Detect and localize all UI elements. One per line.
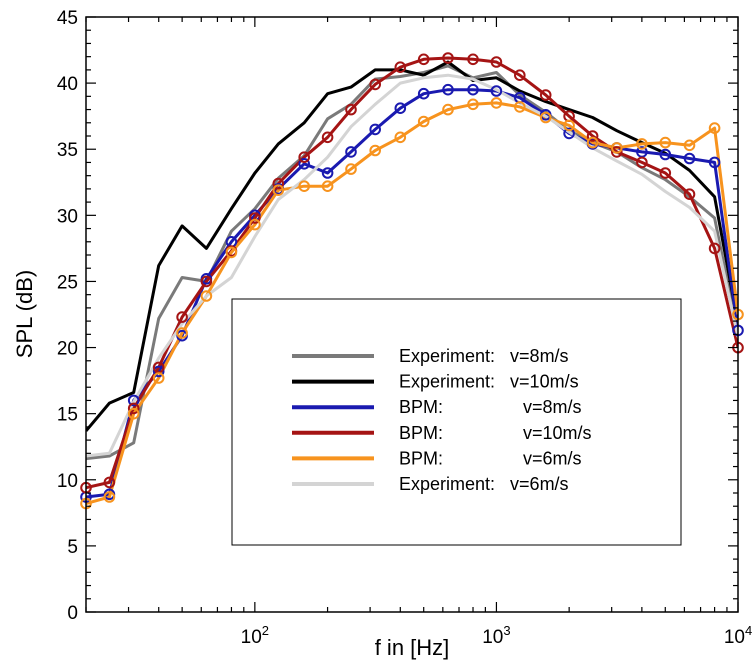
series-point-3 xyxy=(417,53,430,66)
legend-label: BPM: v=10m/s xyxy=(399,423,592,443)
series-point-4 xyxy=(369,144,382,157)
legend-label: Experiment: v=6m/s xyxy=(399,474,569,494)
y-tick-label: 25 xyxy=(57,272,78,293)
series-point-3 xyxy=(321,131,334,144)
x-tick-label: 102 xyxy=(241,623,269,648)
series-point-3 xyxy=(127,402,140,415)
series-line-4 xyxy=(86,101,738,506)
y-axis-label: SPL (dB) xyxy=(12,270,37,358)
series-point-4 xyxy=(225,246,238,259)
series-point-3 xyxy=(249,212,261,224)
series-point-3 xyxy=(659,167,672,179)
series-point-2 xyxy=(298,158,311,170)
legend-label: Experiment: v=10m/s xyxy=(399,372,579,392)
series-line-2 xyxy=(86,88,738,499)
x-tick-label: 103 xyxy=(482,623,510,648)
series-point-3 xyxy=(369,78,382,91)
series-point-4 xyxy=(659,136,672,149)
series-point-2 xyxy=(127,394,140,407)
series-point-4 xyxy=(442,103,454,116)
y-tick-label: 10 xyxy=(57,471,78,492)
series-point-3 xyxy=(636,156,648,169)
series-line-5 xyxy=(86,73,738,458)
series-point-2 xyxy=(659,148,672,161)
series-point-4 xyxy=(176,327,188,339)
y-tick-label: 0 xyxy=(67,603,78,624)
series-point-4 xyxy=(298,180,311,192)
series-point-3 xyxy=(490,56,503,68)
plot-frame xyxy=(85,16,739,613)
series-point-4 xyxy=(636,138,648,150)
series-point-3 xyxy=(345,103,357,116)
series-point-3 xyxy=(539,89,552,101)
tick-labels: 0 5 10 15 20 25 30 35 40 45 102 103 104 xyxy=(57,8,752,648)
series-point-3 xyxy=(200,275,213,288)
series-lines xyxy=(86,56,738,506)
series-point-3 xyxy=(103,476,116,489)
series-point-2 xyxy=(321,167,334,179)
series-line-3 xyxy=(86,56,738,490)
series-point-4 xyxy=(539,111,552,124)
series-point-3 xyxy=(442,52,454,64)
series-point-2 xyxy=(417,87,430,100)
series-point-4 xyxy=(200,290,213,302)
series-point-4 xyxy=(514,101,526,113)
series-markers xyxy=(80,52,744,510)
x-tick-label: 104 xyxy=(724,623,752,648)
legend-box xyxy=(231,298,682,546)
series-line-1 xyxy=(86,60,738,432)
series-point-4 xyxy=(152,372,165,384)
series-point-3 xyxy=(708,242,721,255)
series-point-4 xyxy=(586,136,599,149)
series-point-2 xyxy=(563,127,575,140)
series-point-3 xyxy=(611,146,623,158)
series-point-4 xyxy=(683,139,696,152)
series-point-3 xyxy=(394,61,407,73)
series-point-3 xyxy=(683,188,696,200)
series-point-4 xyxy=(127,407,140,420)
legend: Experiment: v=8m/s Experiment: v=10m/s BPM… xyxy=(231,298,682,546)
series-point-3 xyxy=(586,130,599,142)
series-point-3 xyxy=(467,53,479,66)
series-point-4 xyxy=(321,180,334,192)
series-point-2 xyxy=(490,85,503,97)
y-tick-label: 35 xyxy=(57,140,78,161)
y-tick-label: 30 xyxy=(57,206,78,227)
series-point-4 xyxy=(611,142,623,154)
series-point-4 xyxy=(345,163,357,175)
series-point-2 xyxy=(369,123,382,136)
series-point-4 xyxy=(417,115,430,128)
series-point-2 xyxy=(683,152,696,165)
series-point-3 xyxy=(176,311,188,323)
series-point-3 xyxy=(514,69,526,81)
series-point-4 xyxy=(563,119,575,132)
series-point-3 xyxy=(298,151,311,163)
series-point-2 xyxy=(467,83,479,96)
series-point-2 xyxy=(394,102,407,114)
series-point-4 xyxy=(272,184,285,196)
series-line-0 xyxy=(86,64,738,461)
series-point-3 xyxy=(272,177,285,190)
legend-label: BPM: v=6m/s xyxy=(399,448,582,468)
y-tick-label: 5 xyxy=(67,537,78,558)
series-point-4 xyxy=(103,491,116,503)
legend-label: Experiment: v=8m/s xyxy=(399,346,569,366)
series-point-4 xyxy=(394,131,407,144)
series-point-4 xyxy=(490,97,503,109)
y-tick-label: 15 xyxy=(57,405,78,426)
y-tick-label: 20 xyxy=(57,339,78,360)
y-tick-label: 40 xyxy=(57,74,78,95)
series-point-2 xyxy=(345,146,357,158)
series-point-4 xyxy=(249,218,261,231)
y-tick-label: 45 xyxy=(57,8,78,29)
series-point-2 xyxy=(442,83,454,96)
x-axis-label: f in [Hz] xyxy=(375,635,450,660)
series-point-4 xyxy=(467,98,479,111)
series-point-2 xyxy=(708,156,721,169)
legend-label: BPM: v=8m/s xyxy=(399,397,582,417)
series-point-4 xyxy=(708,122,721,134)
series-point-2 xyxy=(152,365,165,378)
